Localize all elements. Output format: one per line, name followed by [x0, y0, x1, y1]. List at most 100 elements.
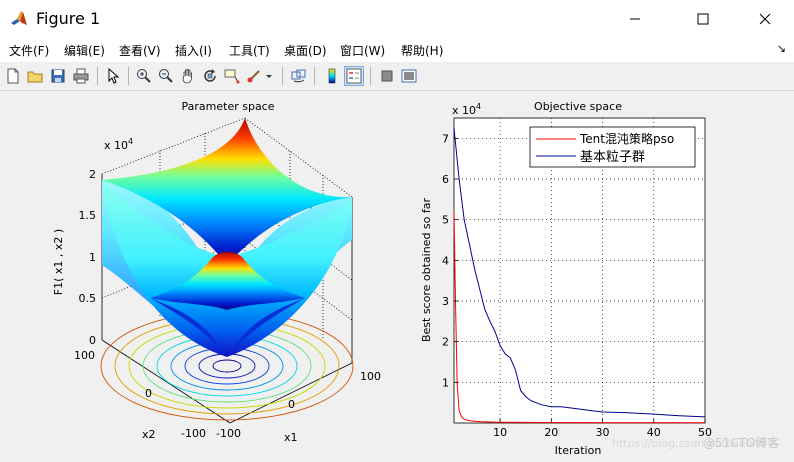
grid-lines — [454, 118, 705, 423]
x2-tick-label: 0 — [145, 387, 152, 400]
y-axis-label: Best score obtained so far — [420, 198, 433, 343]
menu-view[interactable]: 查看(V) — [119, 44, 161, 58]
open-file-icon — [27, 71, 43, 83]
figure-canvas: Parameter space — [0, 91, 794, 462]
close-button[interactable] — [742, 0, 788, 38]
surface-mesh — [102, 118, 352, 357]
zoom-in-button[interactable] — [134, 66, 154, 86]
legend-button[interactable] — [344, 66, 364, 86]
colorbar-icon — [328, 68, 336, 84]
legend-box — [529, 126, 696, 168]
right-plot-title: Objective space — [534, 100, 622, 113]
pan-icon — [182, 69, 192, 84]
z-tick-label: 2 — [89, 168, 96, 181]
surface-plot: Parameter space — [52, 100, 381, 444]
minimize-icon — [630, 18, 640, 20]
new-figure-button[interactable] — [3, 66, 23, 86]
z-tick-label: 0.5 — [79, 292, 97, 305]
open-file-button[interactable] — [25, 66, 45, 86]
toolbar-separator — [128, 67, 129, 85]
y-tick-label: 4 — [442, 254, 449, 267]
link-plot-button[interactable] — [289, 66, 309, 86]
rotate-3d-button[interactable] — [200, 66, 220, 86]
hide-plot-tools-button[interactable] — [377, 66, 397, 86]
zoom-out-button[interactable] — [156, 66, 176, 86]
legend: Tent混沌策略pso 基本粒子群 — [529, 126, 696, 168]
z-axis-label: F1( x1 , x2 ) — [52, 229, 65, 295]
print-icon — [73, 68, 89, 84]
y-tick-label: 7 — [442, 132, 449, 145]
x-tick-label: 30 — [596, 426, 610, 439]
plot-area — [453, 117, 706, 424]
legend-icon — [346, 68, 362, 84]
menu-help[interactable]: 帮助(H) — [401, 44, 444, 58]
x1-tick-label: -100 — [216, 427, 241, 440]
watermark-tag: @51CTO博客 — [703, 435, 779, 450]
menu-window[interactable]: 窗口(W) — [340, 44, 386, 58]
tick-labels: 10 20 30 40 50 1 2 3 4 5 6 7 — [442, 132, 712, 439]
maximize-button[interactable] — [680, 0, 726, 38]
toolbar-separator — [370, 67, 371, 85]
z-tick-label: 0 — [89, 334, 96, 347]
data-cursor-icon — [224, 69, 240, 84]
close-icon — [759, 13, 771, 25]
y-tick-label: 1 — [442, 376, 449, 389]
y-tick-label: 2 — [442, 336, 449, 349]
menu-insert[interactable]: 插入(I) — [175, 44, 212, 58]
series-line-1 — [453, 211, 706, 424]
maximize-icon — [697, 13, 709, 25]
y-tick-label: 6 — [442, 173, 449, 186]
toolbar-separator — [97, 67, 98, 85]
menu-file[interactable]: 文件(F) — [9, 44, 50, 58]
x-tick-label: 50 — [698, 426, 712, 439]
print-button[interactable] — [71, 66, 91, 86]
link-plot-icon — [291, 69, 306, 83]
save-icon — [51, 69, 65, 83]
figure-toolbar — [0, 62, 794, 91]
y-tick-label: 3 — [442, 295, 449, 308]
brush-button[interactable] — [244, 66, 264, 86]
left-plot-title: Parameter space — [182, 100, 275, 113]
data-cursor-button[interactable] — [222, 66, 242, 86]
pointer-icon — [108, 68, 120, 84]
minimize-button[interactable] — [612, 0, 658, 38]
rotate-3d-icon — [204, 69, 216, 82]
window-title: Figure 1 — [36, 9, 101, 28]
z-tick-label: 1 — [89, 251, 96, 264]
x-tick-label: 40 — [647, 426, 661, 439]
x2-axis-label: x2 — [142, 428, 156, 441]
menu-overflow-icon[interactable]: ↘ — [776, 42, 786, 55]
right-exponent-label: x 104 — [452, 102, 481, 117]
series-lines — [453, 128, 706, 424]
x2-tick-label: 100 — [74, 349, 95, 362]
x1-tick-label: 100 — [360, 370, 381, 383]
x-axis-label: Iteration — [555, 444, 602, 457]
pan-button[interactable] — [178, 66, 198, 86]
zoom-in-icon — [137, 69, 151, 83]
hide-plot-tools-icon — [381, 70, 393, 82]
show-plot-tools-icon — [401, 69, 417, 83]
legend-entry: Tent混沌策略pso — [579, 131, 674, 146]
series-line-2 — [453, 128, 706, 418]
menu-bar: 文件(F) 编辑(E) 查看(V) 插入(I) 工具(T) 桌面(D) 窗口(W… — [0, 38, 794, 62]
watermark: https://blog.csdn.net/weixin — [612, 437, 765, 450]
chevron-down-icon — [266, 75, 272, 78]
toolbar-separator — [314, 67, 315, 85]
legend-entry: 基本粒子群 — [580, 150, 645, 165]
left-exponent-label: x 104 — [104, 137, 133, 152]
z-tick-label: 1.5 — [79, 209, 97, 222]
menu-tools[interactable]: 工具(T) — [229, 44, 270, 58]
pointer-button[interactable] — [103, 66, 123, 86]
colorbar-button[interactable] — [322, 66, 342, 86]
save-button[interactable] — [48, 66, 68, 86]
x1-axis-label: x1 — [284, 431, 298, 444]
matlab-icon — [11, 11, 27, 25]
brush-dropdown[interactable] — [264, 66, 274, 86]
show-plot-tools-button[interactable] — [399, 66, 419, 86]
x-tick-label: 20 — [544, 426, 558, 439]
title-bar: Figure 1 — [0, 0, 794, 38]
menu-edit[interactable]: 编辑(E) — [64, 44, 105, 58]
menu-desktop[interactable]: 桌面(D) — [284, 44, 327, 58]
new-figure-icon — [7, 68, 19, 84]
